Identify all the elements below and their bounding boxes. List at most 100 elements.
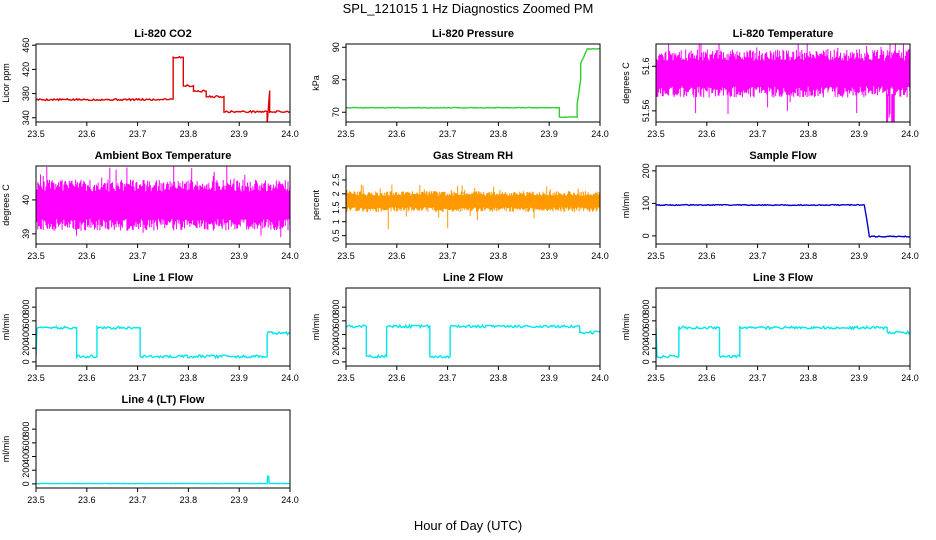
x-tick-label: 23.7 — [129, 129, 147, 139]
y-tick-label: 400 — [21, 327, 31, 342]
x-tick-label: 23.6 — [78, 373, 96, 383]
y-tick-label: 600 — [331, 313, 341, 328]
y-axis-label: Licor ppm — [1, 63, 11, 103]
x-tick-label: 24.0 — [281, 373, 299, 383]
data-layer — [36, 324, 290, 360]
x-tick-label: 23.5 — [647, 251, 665, 261]
y-axis-label: ml/min — [311, 314, 321, 341]
x-tick-label: 23.8 — [490, 129, 508, 139]
y-axis-label: ml/min — [1, 436, 11, 463]
x-tick-label: 24.0 — [591, 373, 609, 383]
chart-panel-pressure: Li-820 Pressure kPa 23.5 23.6 23.7 23.8 23.9 24… — [311, 28, 609, 139]
x-tick-label: 23.9 — [850, 251, 868, 261]
series-line — [36, 55, 290, 122]
x-tick-label: 24.0 — [591, 129, 609, 139]
x-tick-label: 23.9 — [850, 129, 868, 139]
y-tick-label: 340 — [21, 110, 31, 125]
y-tick-label: 380 — [21, 86, 31, 101]
x-tick-label: 24.0 — [901, 129, 919, 139]
x-tick-label: 23.8 — [180, 251, 198, 261]
y-axis-label: degrees C — [1, 184, 11, 226]
y-tick-label: 51.6 — [641, 58, 651, 76]
x-tick-label: 24.0 — [281, 251, 299, 261]
chart-panel-ambient: Ambient Box Temperature degrees C 23.5 23.6… — [1, 150, 299, 261]
series-line — [656, 324, 910, 359]
x-tick-label: 23.6 — [388, 373, 406, 383]
y-tick-label: 800 — [21, 300, 31, 315]
plot-frame — [35, 409, 291, 489]
chart-panel-temperature: Li-820 Temperature degrees C 23.5 23.6 23.7 2… — [621, 28, 919, 139]
chart-title: Sample Flow — [749, 150, 817, 162]
x-tick-label: 23.7 — [749, 129, 767, 139]
chart-panel-line4: Line 4 (LT) Flow ml/min 23.5 23.6 23.7 23.8 23… — [1, 394, 299, 505]
x-tick-label: 23.8 — [800, 251, 818, 261]
data-layer — [36, 475, 290, 485]
y-tick-label: 200 — [21, 341, 31, 356]
y-tick-label: 200 — [641, 163, 651, 178]
y-tick-label: 600 — [21, 435, 31, 450]
y-axis-label: ml/min — [1, 314, 11, 341]
y-tick-label: 0 — [331, 359, 341, 364]
y-tick-label: 800 — [641, 300, 651, 315]
x-tick-label: 23.5 — [27, 495, 45, 505]
chart-title: Line 2 Flow — [443, 272, 503, 284]
x-tick-label: 23.6 — [388, 251, 406, 261]
x-tick-label: 23.8 — [180, 129, 198, 139]
y-tick-label: 600 — [641, 313, 651, 328]
x-tick-label: 23.6 — [78, 495, 96, 505]
y-tick-label: 200 — [331, 341, 341, 356]
x-tick-label: 23.9 — [540, 129, 558, 139]
series-line — [346, 323, 600, 359]
chart-panel-co2: Li-820 CO2 Licor ppm 23.5 23.6 23.7 23.8 23.9 2… — [1, 28, 299, 139]
y-tick-label: 51.56 — [641, 100, 651, 123]
plot-frame — [345, 43, 601, 123]
chart-panel-line3: Line 3 Flow ml/min 23.5 23.6 23.7 23.8 23.9 24.… — [621, 272, 919, 383]
chart-panel-line1: Line 1 Flow ml/min 23.5 23.6 23.7 23.8 23.9 24.… — [1, 272, 299, 383]
y-tick-label: 800 — [21, 422, 31, 437]
x-tick-label: 23.6 — [698, 129, 716, 139]
y-axis-label: degrees C — [621, 62, 631, 104]
x-tick-label: 23.7 — [129, 373, 147, 383]
x-tick-label: 23.5 — [647, 129, 665, 139]
x-tick-label: 23.9 — [230, 495, 248, 505]
chart-title: Gas Stream RH — [433, 150, 513, 162]
y-tick-label: 460 — [21, 38, 31, 53]
series-line — [36, 475, 290, 485]
data-layer — [656, 203, 910, 238]
x-tick-label: 23.6 — [698, 373, 716, 383]
y-tick-label: 0 — [641, 233, 651, 238]
x-tick-label: 23.5 — [27, 129, 45, 139]
y-axis-label: percent — [311, 189, 321, 220]
y-axis-label: ml/min — [621, 192, 631, 219]
y-tick-label: 70 — [331, 107, 341, 117]
x-tick-label: 23.5 — [27, 373, 45, 383]
chart-panel-sample: Sample Flow ml/min 23.5 23.6 23.7 23.8 23.9 24.… — [621, 150, 919, 261]
x-tick-label: 23.7 — [129, 251, 147, 261]
y-tick-label: 200 — [21, 463, 31, 478]
data-layer — [346, 323, 600, 359]
x-tick-label: 23.6 — [78, 129, 96, 139]
series-line — [656, 203, 910, 238]
chart-title: Line 3 Flow — [753, 272, 813, 284]
series-band — [346, 184, 600, 230]
x-tick-label: 23.9 — [540, 251, 558, 261]
series-band — [656, 44, 910, 118]
x-tick-label: 23.7 — [129, 495, 147, 505]
x-tick-label: 23.7 — [749, 373, 767, 383]
y-tick-label: 1.5 — [331, 202, 341, 215]
x-tick-label: 23.8 — [180, 373, 198, 383]
chart-title: Ambient Box Temperature — [95, 150, 232, 162]
chart-title: Line 1 Flow — [133, 272, 193, 284]
chart-panel-rh: Gas Stream RH percent 23.5 23.6 23.7 23.8 23.9… — [311, 150, 609, 261]
y-tick-label: 200 — [641, 341, 651, 356]
x-tick-label: 23.6 — [698, 251, 716, 261]
x-tick-label: 23.6 — [78, 251, 96, 261]
series-line — [346, 47, 600, 119]
x-tick-label: 23.8 — [800, 129, 818, 139]
data-layer — [346, 184, 600, 230]
x-tick-label: 23.9 — [230, 129, 248, 139]
y-tick-label: 1 — [331, 219, 341, 224]
x-axis-label: Hour of Day (UTC) — [413, 518, 523, 533]
plot-frame — [35, 165, 291, 245]
